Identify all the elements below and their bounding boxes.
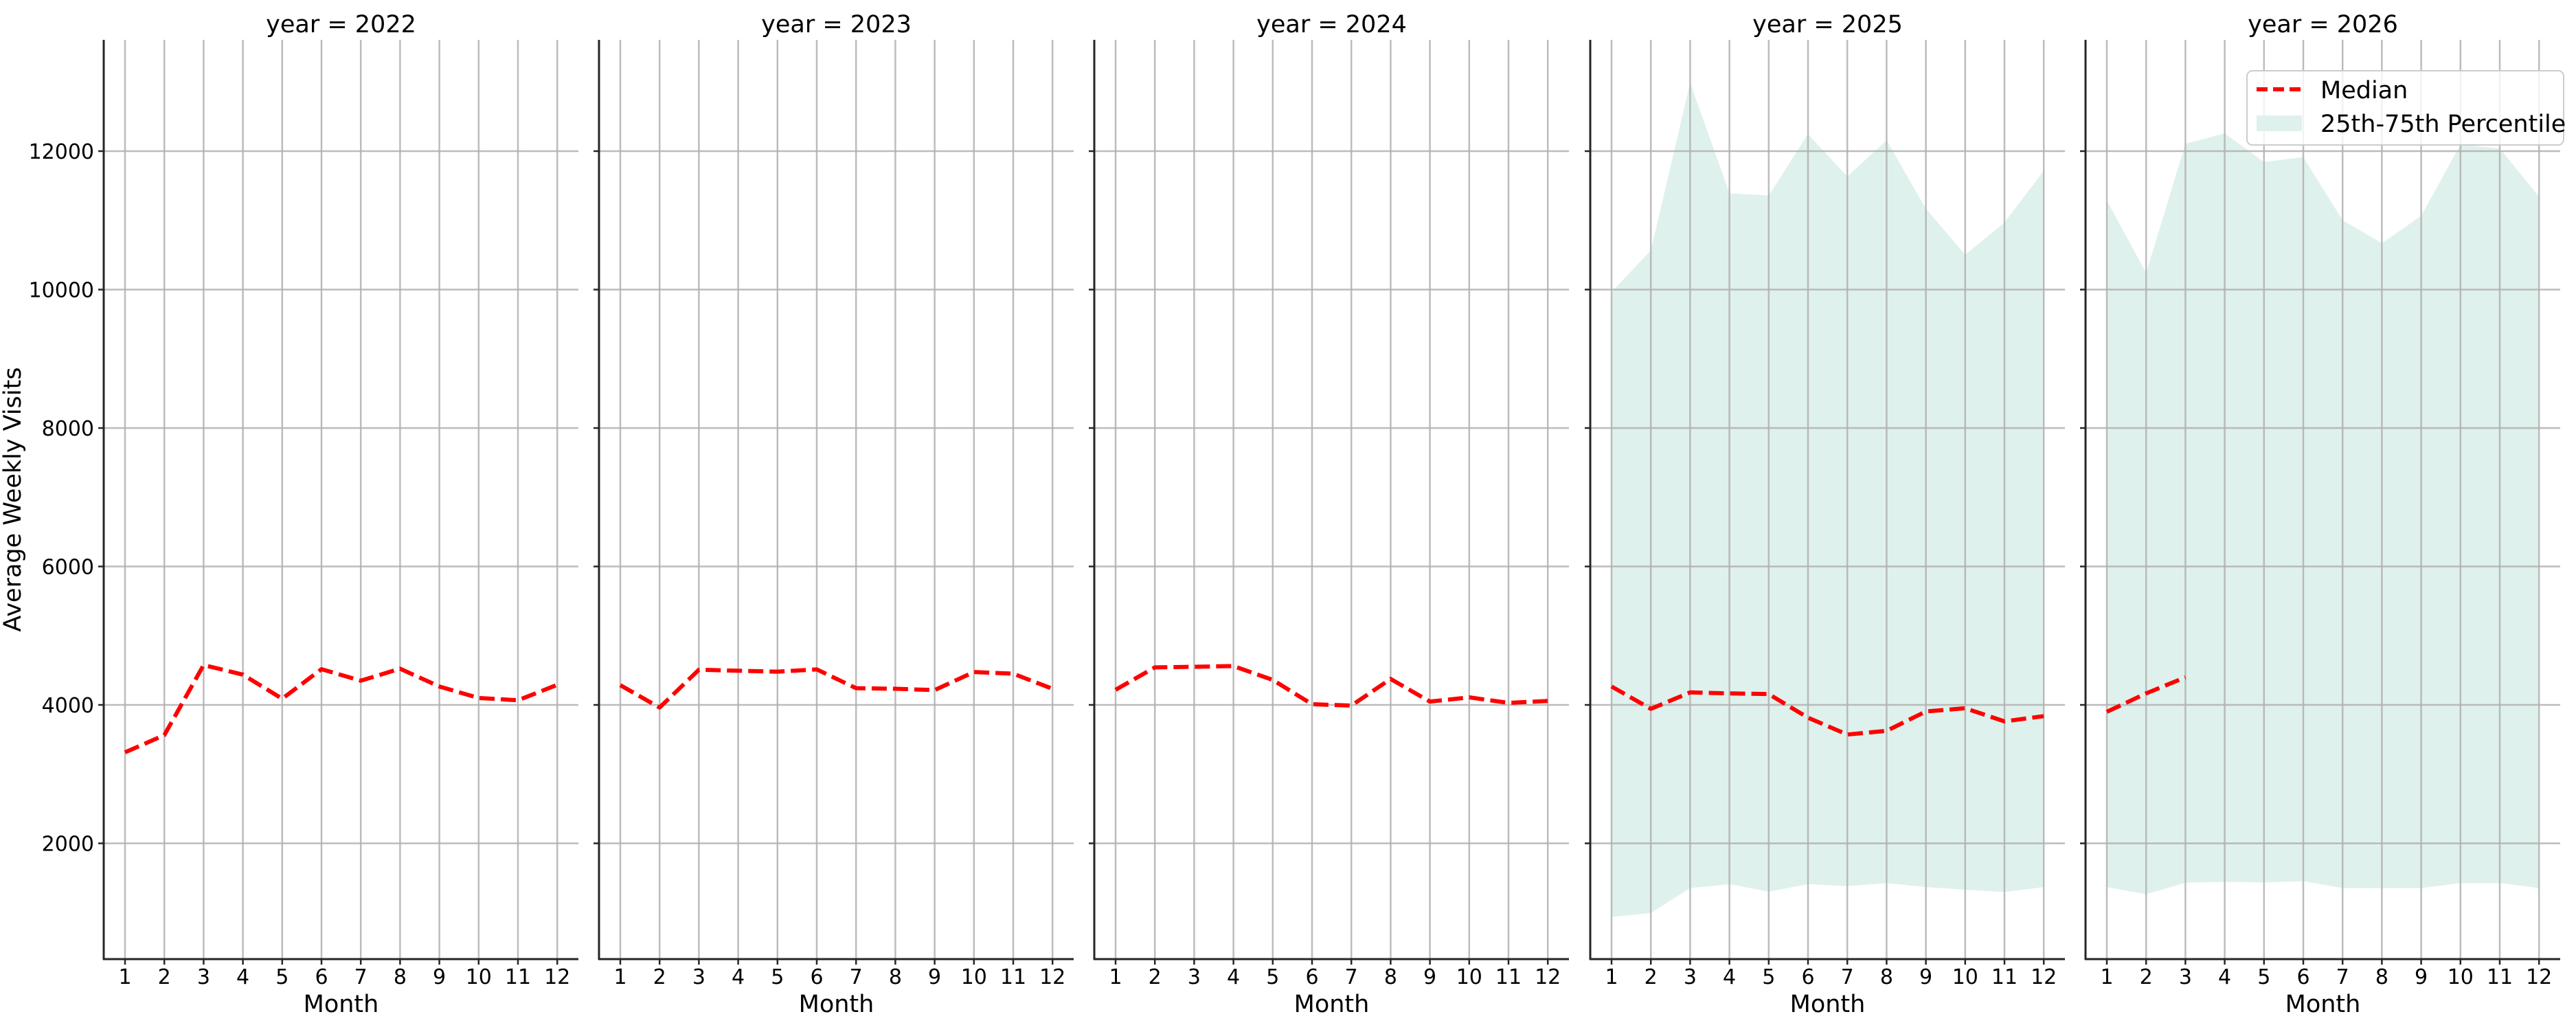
x-tick-label: 1 (1109, 965, 1122, 989)
x-tick-label: 7 (2336, 965, 2349, 989)
x-tick-label: 5 (771, 965, 784, 989)
x-tick-label: 5 (275, 965, 289, 989)
x-tick-label: 10 (961, 965, 987, 989)
x-tick-label: 6 (1305, 965, 1318, 989)
x-tick-label: 4 (2218, 965, 2231, 989)
x-tick-label: 3 (197, 965, 210, 989)
facet-title: year = 2022 (266, 11, 416, 38)
y-tick-label: 12000 (29, 140, 94, 164)
x-tick-label: 1 (2100, 965, 2113, 989)
x-tick-label: 5 (1762, 965, 1775, 989)
x-axis-label: Month (304, 991, 379, 1018)
x-tick-label: 11 (1991, 965, 2018, 989)
x-tick-label: 3 (1684, 965, 1697, 989)
x-tick-label: 3 (692, 965, 705, 989)
x-tick-label: 12 (544, 965, 570, 989)
median-line (124, 662, 558, 754)
facet-title: year = 2023 (761, 11, 912, 38)
x-tick-label: 5 (2257, 965, 2270, 989)
legend-percentile-swatch (2257, 115, 2302, 131)
legend-percentile-label: 25th-75th Percentile (2320, 111, 2566, 138)
facet-title: year = 2024 (1256, 11, 1407, 38)
x-tick-label: 12 (1039, 965, 1065, 989)
x-tick-label: 6 (315, 965, 328, 989)
x-tick-label: 10 (466, 965, 492, 989)
x-tick-label: 4 (236, 965, 249, 989)
x-tick-label: 11 (505, 965, 531, 989)
x-tick-label: 2 (2140, 965, 2153, 989)
x-tick-label: 8 (1880, 965, 1893, 989)
x-tick-label: 12 (2031, 965, 2057, 989)
x-tick-label: 6 (1801, 965, 1814, 989)
x-tick-label: 8 (394, 965, 407, 989)
x-tick-label: 1 (613, 965, 626, 989)
x-tick-label: 6 (810, 965, 823, 989)
x-tick-label: 9 (928, 965, 941, 989)
legend-frame (2246, 70, 2564, 146)
x-tick-label: 10 (2448, 965, 2474, 989)
x-tick-label: 11 (1000, 965, 1026, 989)
x-tick-label: 11 (2487, 965, 2513, 989)
y-axis-label: Average Weekly Visits (0, 367, 27, 631)
x-tick-label: 4 (732, 965, 745, 989)
x-tick-label: 12 (2526, 965, 2552, 989)
x-tick-label: 10 (1952, 965, 1978, 989)
x-tick-label: 7 (850, 965, 863, 989)
x-axis-label: Month (1790, 991, 1866, 1018)
x-axis-label: Month (1294, 991, 1370, 1018)
median-line (1610, 684, 2044, 737)
x-tick-label: 5 (1266, 965, 1279, 989)
x-tick-label: 1 (118, 965, 131, 989)
median-line (619, 667, 1054, 710)
x-tick-label: 9 (1919, 965, 1932, 989)
x-tick-label: 12 (1535, 965, 1561, 989)
x-tick-label: 2 (653, 965, 666, 989)
x-tick-label: 7 (354, 965, 368, 989)
legend: Median 25th-75th Percentile (2246, 70, 2566, 146)
x-tick-label: 7 (1841, 965, 1854, 989)
percentile-band (2107, 133, 2540, 895)
x-tick-label: 1 (1605, 965, 1618, 989)
x-tick-label: 2 (1645, 965, 1658, 989)
y-tick-label: 6000 (42, 556, 94, 580)
facet-title: year = 2026 (2248, 11, 2398, 38)
x-tick-label: 3 (2179, 965, 2192, 989)
x-tick-label: 7 (1345, 965, 1358, 989)
x-tick-label: 8 (1384, 965, 1397, 989)
median-line (1114, 664, 1548, 708)
x-tick-label: 10 (1456, 965, 1482, 989)
y-tick-label: 4000 (42, 694, 94, 718)
x-tick-label: 9 (2415, 965, 2428, 989)
x-tick-label: 3 (1188, 965, 1201, 989)
x-tick-label: 11 (1495, 965, 1522, 989)
x-axis-label: Month (799, 991, 874, 1018)
x-tick-label: 8 (2375, 965, 2388, 989)
x-tick-label: 9 (1423, 965, 1436, 989)
x-tick-label: 8 (889, 965, 902, 989)
facet-title: year = 2025 (1752, 11, 1903, 38)
y-tick-label: 8000 (42, 417, 94, 441)
y-tick-label: 2000 (42, 833, 94, 857)
y-tick-label: 10000 (29, 279, 94, 303)
median-line (2105, 675, 2187, 714)
x-tick-label: 4 (1723, 965, 1736, 989)
legend-median-label: Median (2320, 77, 2408, 104)
x-tick-label: 9 (433, 965, 446, 989)
percentile-band (1612, 82, 2044, 917)
x-axis-label: Month (2285, 991, 2361, 1018)
x-tick-label: 6 (2296, 965, 2309, 989)
x-tick-label: 4 (1227, 965, 1240, 989)
x-tick-label: 2 (1149, 965, 1162, 989)
x-tick-label: 2 (158, 965, 171, 989)
